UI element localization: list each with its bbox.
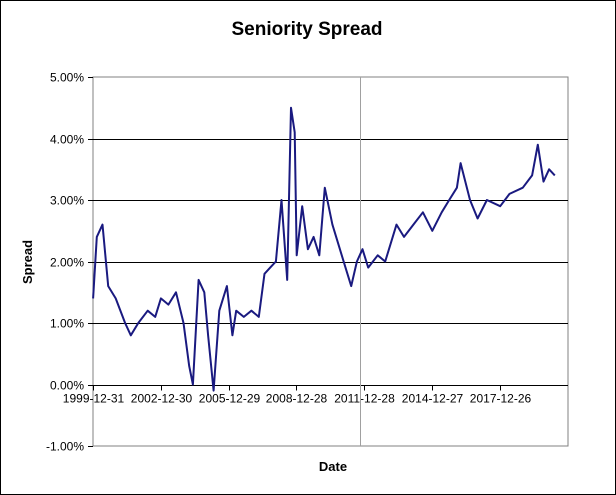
- series-line: [92, 106, 556, 392]
- y-tick-label-1: 4.00%: [50, 133, 84, 147]
- x-tick-label-0: 1999-12-31: [63, 392, 125, 406]
- x-tick-label-5: 2014-12-27: [402, 392, 464, 406]
- x-tick-label-2: 2005-12-29: [199, 392, 261, 406]
- y-tick-label-5: 0.00%: [50, 379, 84, 393]
- y-tick-label-6: -1.00%: [46, 440, 84, 454]
- y-axis-ticks: 5.00% 4.00% 3.00% 2.00% 1.00% 0.00% -1.00%: [46, 71, 93, 454]
- x-tick-label-3: 2008-12-28: [266, 392, 328, 406]
- x-tick-label-4: 2011-12-28: [334, 392, 395, 406]
- x-axis-title: Date: [319, 459, 347, 474]
- plot-area: [92, 76, 569, 447]
- y-tick-label-2: 3.00%: [50, 194, 84, 208]
- x-tick-label-6: 2017-12-26: [470, 392, 532, 406]
- y-axis-title: Spread: [20, 240, 35, 284]
- x-tick-label-1: 2002-12-30: [131, 392, 193, 406]
- y-tick-label-0: 5.00%: [50, 71, 84, 85]
- chart-title: Seniority Spread: [232, 19, 383, 40]
- y-tick-label-4: 1.00%: [50, 317, 84, 331]
- x-axis-ticks: 1999-12-31 2002-12-30 2005-12-29 2008-12-28…: [63, 385, 568, 406]
- y-tick-label-3: 2.00%: [50, 256, 84, 270]
